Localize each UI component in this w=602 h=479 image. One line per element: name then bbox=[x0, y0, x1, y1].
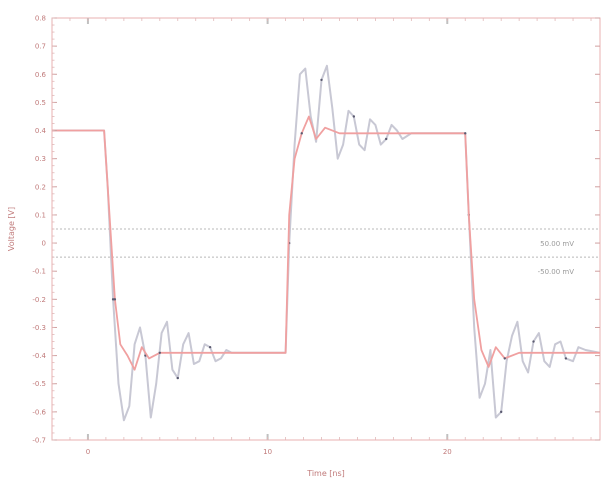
reference-line-label: -50.00 mV bbox=[538, 268, 575, 276]
series-point bbox=[464, 132, 467, 135]
reference-line-label: 50.00 mV bbox=[540, 240, 574, 248]
series-point bbox=[111, 298, 115, 301]
x-tick-label: 0 bbox=[86, 448, 90, 456]
y-tick-label: -0.4 bbox=[32, 352, 46, 360]
y-tick-label: 0 bbox=[42, 240, 46, 248]
series-line-0 bbox=[52, 115, 600, 371]
y-tick-label: -0.7 bbox=[32, 437, 46, 445]
y-tick-label: 0.4 bbox=[35, 127, 47, 135]
series-point bbox=[352, 115, 356, 118]
y-tick-label: 0.8 bbox=[35, 15, 46, 23]
series-point bbox=[113, 298, 117, 301]
series-point bbox=[320, 78, 323, 82]
labels-layer: 0.8 0.7 0.6 0.5 0.4 0.3 0.2 0.1 0 -0.1 -0.2 -0.3 -0.… bbox=[7, 15, 574, 479]
y-tick-label: 0.1 bbox=[35, 211, 46, 219]
y-tick-label: -0.2 bbox=[32, 296, 46, 304]
y-axis-label: Voltage [V] bbox=[7, 207, 16, 251]
series-line-1 bbox=[52, 64, 601, 422]
series-layer bbox=[52, 64, 601, 422]
y-tick-label: 0.5 bbox=[35, 99, 46, 107]
y-tick-label: 0.3 bbox=[35, 155, 46, 163]
reference-lines bbox=[52, 228, 600, 258]
y-tick-label: -0.6 bbox=[32, 408, 46, 416]
y-tick-label: 0.7 bbox=[35, 43, 46, 51]
series-point bbox=[176, 376, 179, 380]
series-point bbox=[503, 357, 506, 360]
y-tick-label: -0.5 bbox=[32, 380, 46, 388]
y-tick-label: -0.1 bbox=[32, 268, 46, 276]
series-point bbox=[499, 410, 503, 414]
series-point bbox=[300, 132, 303, 135]
x-tick-label: 10 bbox=[263, 448, 272, 456]
series-point bbox=[564, 357, 568, 360]
y-tick-label: 0.6 bbox=[35, 71, 47, 79]
series-point bbox=[208, 345, 212, 349]
series-point bbox=[158, 351, 162, 354]
series-point bbox=[532, 340, 535, 343]
y-tick-label: -0.3 bbox=[32, 324, 46, 332]
ticks-layer bbox=[51, 17, 600, 441]
y-tick-label: 0.2 bbox=[35, 183, 46, 191]
x-axis-label: Time [ns] bbox=[306, 469, 345, 478]
series-point bbox=[384, 137, 388, 141]
x-tick-label: 20 bbox=[443, 448, 452, 456]
